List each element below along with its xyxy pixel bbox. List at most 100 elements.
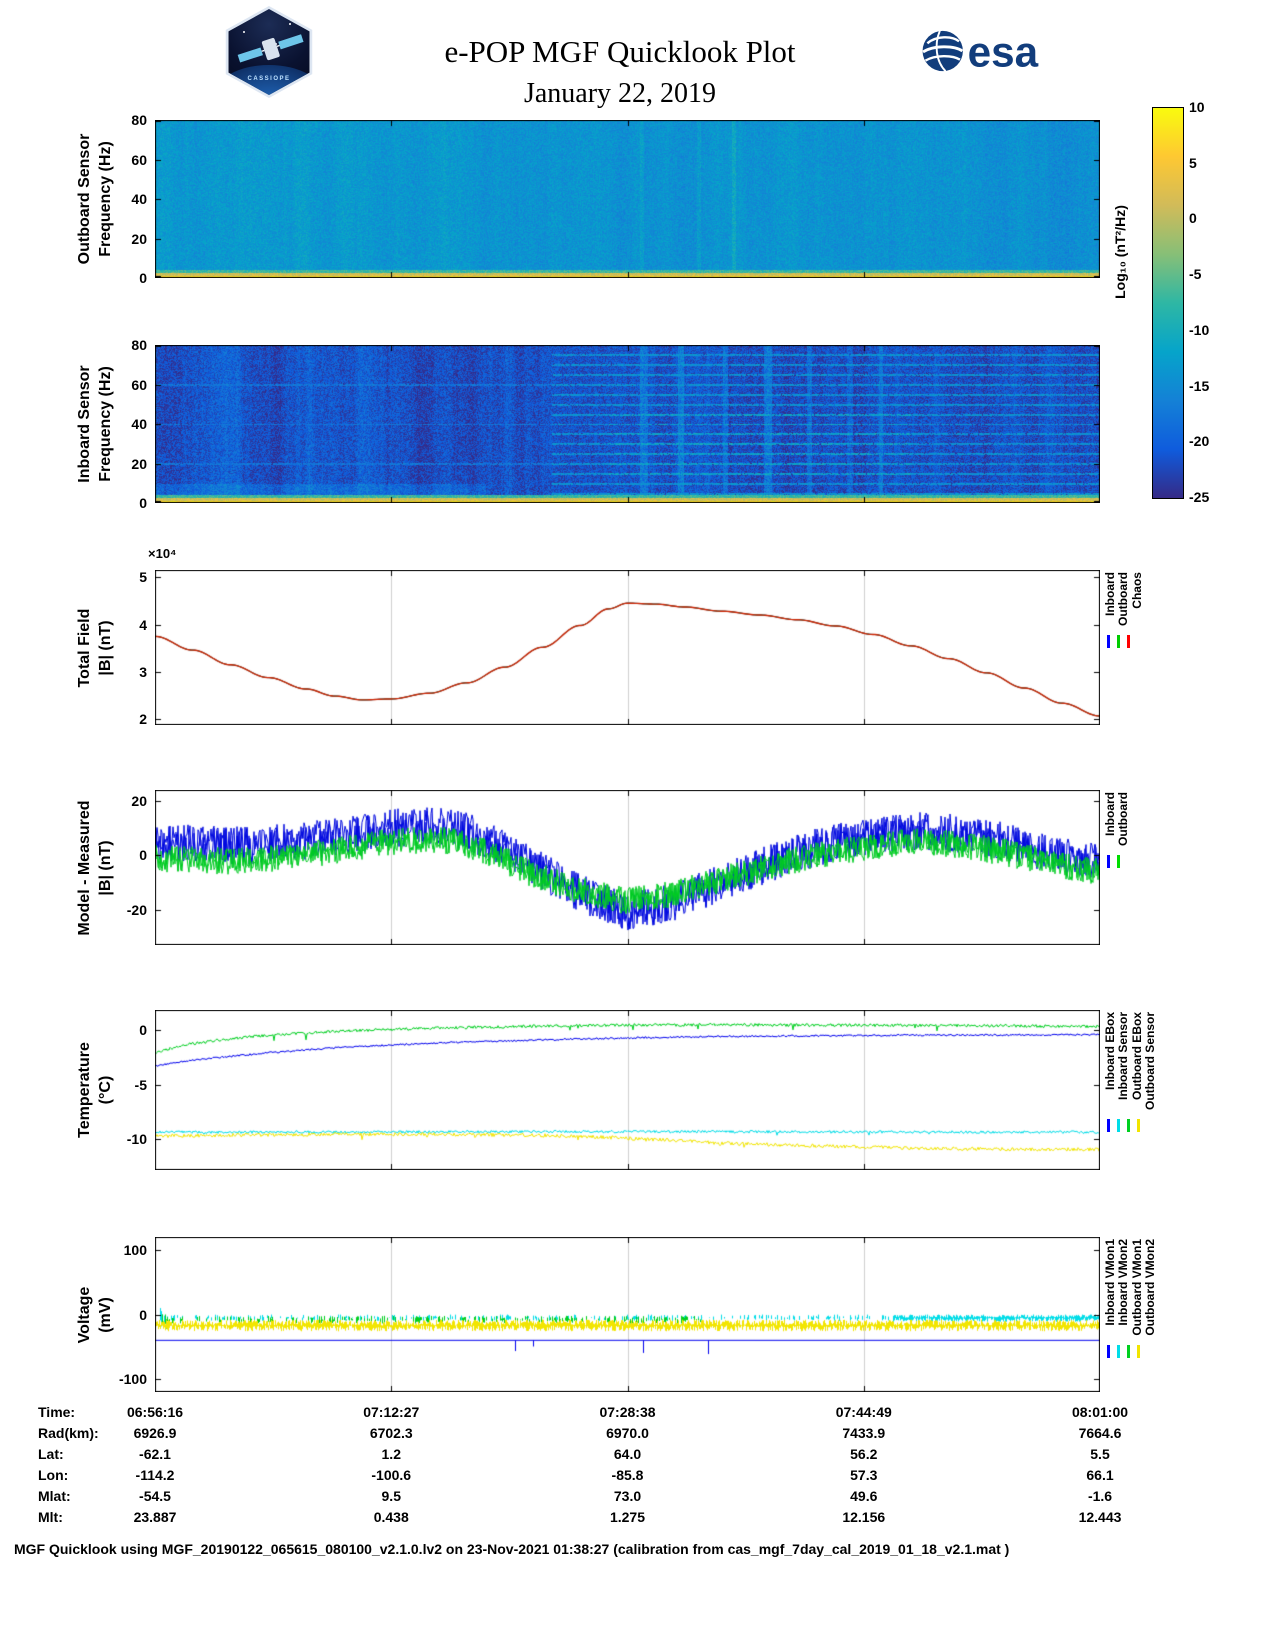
legend-label-outboard: Outboard <box>1116 572 1131 626</box>
time-axis-value: 56.2 <box>850 1446 878 1462</box>
star-dot <box>243 31 245 33</box>
legend-model_minus_measured: Inboard Outboard <box>1103 792 1131 868</box>
time-axis-value: 1.2 <box>381 1446 401 1462</box>
time-axis-row-label: Mlat: <box>38 1488 71 1504</box>
y-tick-label: -100 <box>118 1371 147 1388</box>
legend-labels: Inboard Outboard <box>1103 792 1131 846</box>
voltage-canvas <box>155 1237 1100 1392</box>
time-axis-value: -114.2 <box>135 1467 175 1483</box>
total-field-panel <box>155 570 1100 725</box>
y-tick-label: 60 <box>131 151 147 168</box>
esa-globe-icon: esa <box>922 28 1039 75</box>
time-axis-row-label: Rad(km): <box>38 1425 99 1441</box>
colorbar-label: Log₁₀ (nT²/Hz) <box>1112 205 1128 299</box>
time-axis-row-radkm: Rad(km): 6926.9 6702.3 6970.0 7433.9 7664.6 <box>0 1425 1275 1446</box>
time-axis-value: 1.275 <box>609 1509 646 1525</box>
time-axis-value: 7664.6 <box>1078 1425 1122 1441</box>
legend-marker <box>1127 635 1130 648</box>
legend-label-outboard-ebox: Outboard EBox <box>1129 1012 1144 1101</box>
legend-marker <box>1117 635 1120 648</box>
outboard-spectrogram-panel <box>155 120 1100 278</box>
legend-label-inboard: Inboard <box>1103 792 1117 836</box>
time-axis-row-label: Mlt: <box>38 1509 63 1525</box>
y-tick-label: -10 <box>126 1131 147 1148</box>
legend-label-outboard: Outboard <box>1116 792 1131 846</box>
y-tick-label: 0 <box>139 1021 147 1038</box>
temperature-canvas <box>155 1010 1100 1170</box>
y-tick-label: 4 <box>139 616 147 633</box>
time-axis-value: -54.5 <box>139 1488 171 1504</box>
legend-label-outboard-sensor: Outboard Sensor <box>1143 1012 1158 1111</box>
y-tick-label: -20 <box>126 901 147 918</box>
colorbar-tick-label: 0 <box>1189 210 1197 227</box>
colorbar-tick-label: -20 <box>1189 433 1210 450</box>
time-axis-row-mlt: Mlt: 23.887 0.438 1.275 12.156 12.443 <box>0 1509 1275 1530</box>
plot-date: January 22, 2019 <box>523 78 717 109</box>
time-axis-row-time: Time: 06:56:16 07:12:27 07:28:38 07:44:49 08:… <box>0 1404 1275 1425</box>
legend-markers <box>1107 1344 1140 1358</box>
legend-marker <box>1137 1344 1140 1358</box>
legend-markers <box>1107 635 1130 648</box>
total-field-scale-label: ×10⁴ <box>148 546 177 561</box>
legend-marker <box>1137 1119 1140 1133</box>
time-axis-value: -62.1 <box>139 1446 171 1462</box>
y-tick-label: 20 <box>131 455 147 472</box>
legend-marker <box>1107 855 1110 868</box>
time-axis-value: 6926.9 <box>133 1425 177 1441</box>
model-measured-canvas <box>155 790 1100 945</box>
legend-label-inboard-ebox: Inboard EBox <box>1103 1012 1117 1091</box>
y-tick-label: 40 <box>131 191 147 207</box>
colorbar-tick-label: -25 <box>1189 489 1210 505</box>
time-axis-value: 7433.9 <box>842 1425 886 1441</box>
footer-caption: MGF Quicklook using MGF_20190122_065615_… <box>14 1541 1010 1557</box>
colorbar-tick-label: 5 <box>1189 154 1197 171</box>
time-axis-value: 12.156 <box>842 1509 886 1525</box>
time-axis-value: 23.887 <box>133 1509 177 1525</box>
time-axis-row-lon: Lon: -114.2 -100.6 -85.8 57.3 66.1 <box>0 1467 1275 1488</box>
esa-logo-text: esa <box>968 28 1039 75</box>
y-tick-label: 80 <box>131 112 147 128</box>
esa-logo: esa <box>920 27 1048 75</box>
legend-label-inboard-vmon1: Inboard VMon1 <box>1103 1239 1117 1326</box>
colorbar-tick-label: -10 <box>1189 321 1210 338</box>
time-axis-value: 5.5 <box>1090 1446 1110 1462</box>
legend-marker <box>1117 855 1120 868</box>
legend-labels: Inboard EBox Inboard Sensor Outboard EBox O… <box>1103 1012 1158 1111</box>
colorbar-tick-label: 10 <box>1189 99 1205 115</box>
legend-labels: Inboard Outboard Chaos <box>1103 572 1144 626</box>
legend-label-inboard-vmon2: Inboard VMon2 <box>1116 1239 1131 1326</box>
time-axis-value: -85.8 <box>611 1467 644 1483</box>
time-axis-row-label: Time: <box>38 1404 76 1420</box>
legend-label-outboard-vmon2: Outboard VMon2 <box>1143 1239 1158 1336</box>
time-axis-value: 07:44:49 <box>835 1404 892 1420</box>
plot-title: e-POP MGF Quicklook Plot <box>444 34 796 69</box>
colorbar-tick-label: -15 <box>1189 377 1210 394</box>
time-axis-value: 66.1 <box>1086 1467 1114 1483</box>
y-tick-label: 0 <box>139 495 147 511</box>
model-measured-panel <box>155 790 1100 945</box>
legend-marker <box>1107 1119 1110 1133</box>
y-tick-label: 40 <box>131 416 147 432</box>
legend-labels: Inboard VMon1 Inboard VMon2 Outboard VMon1… <box>1103 1239 1158 1336</box>
time-axis-value: 73.0 <box>613 1488 642 1504</box>
satellite-icon <box>237 34 304 63</box>
time-axis-value: 64.0 <box>613 1446 642 1462</box>
total-field-canvas <box>155 570 1100 725</box>
legend-label-chaos: Chaos <box>1129 572 1144 609</box>
temperature-panel <box>155 1010 1100 1170</box>
header-titles: e-POP MGF Quicklook Plot January 22, 201… <box>300 34 940 110</box>
colorbar <box>1152 107 1184 499</box>
y-tick-label: 0 <box>139 1306 147 1323</box>
colorbar-tick-label: -5 <box>1189 266 1202 283</box>
time-axis-table: Time: 06:56:16 07:12:27 07:28:38 07:44:49 08:… <box>0 1404 1275 1530</box>
time-axis-value: 6702.3 <box>369 1425 413 1441</box>
y-tick-label: 20 <box>131 792 147 809</box>
legend-marker <box>1127 1119 1130 1133</box>
time-axis-value: 08:01:00 <box>1071 1404 1129 1420</box>
time-axis-value: 07:28:38 <box>599 1404 656 1420</box>
time-axis-value: 12.443 <box>1078 1509 1122 1525</box>
time-axis-value: 6970.0 <box>606 1425 649 1441</box>
y-tick-label: 100 <box>123 1241 147 1258</box>
time-axis-value: 9.5 <box>381 1488 401 1504</box>
y-tick-label: 0 <box>139 847 147 864</box>
